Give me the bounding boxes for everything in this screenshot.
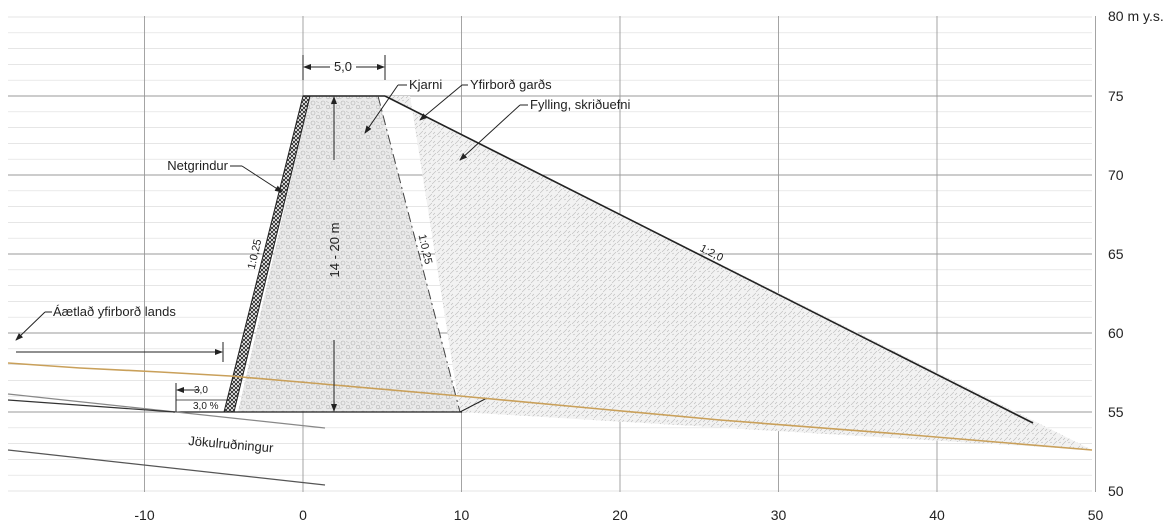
kjarni-leader [364,84,399,134]
core-slope-line [377,95,461,413]
y-tick-label: 60 [1108,325,1124,341]
fylling-leader [459,104,521,161]
netgrindur-label: Netgrindur [167,158,228,173]
kjarni-label: Kjarni [409,77,442,92]
core-zone [238,96,460,412]
moraine-line-2 [7,399,176,413]
toe-line [459,397,488,413]
fylling-label: Fylling, skriðuefni [530,97,631,112]
moraine-line-3 [7,449,326,486]
estimated-ground-line [7,362,1093,451]
yfirbord-gards-label: Yfirborð garðs [470,77,552,92]
y-tick-label: 50 [1108,483,1124,499]
y-axis-ticks: 50 55 60 65 70 75 [1108,88,1124,499]
netgrindur-leader [241,165,283,193]
step-label: 3,0 [194,385,208,396]
height-label: 14 - 20 m [327,223,342,278]
y-tick-label: 65 [1108,246,1124,262]
x-tick-label: 10 [454,507,470,523]
jokul-label: Jökulruðningur [188,433,275,455]
aaetlad-label: Áætlað yfirborð lands [53,304,176,319]
y-tick-label: 75 [1108,88,1124,104]
x-tick-label: -10 [134,507,154,523]
yfirbord-leader [419,84,463,121]
x-tick-label: 50 [1088,507,1104,523]
step-pct-label: 3,0 % [193,401,219,412]
x-tick-label: 40 [929,507,945,523]
x-tick-label: 30 [771,507,787,523]
x-axis-ticks: -10 0 10 20 30 40 50 [134,507,1103,523]
fill-slope-line [384,95,1034,424]
y-tick-label: 55 [1108,404,1124,420]
y-tick-label: 70 [1108,167,1124,183]
y-top-label: 80 m y.s. [1108,8,1164,24]
x-tick-label: 0 [299,507,307,523]
aaetlad-leader [15,311,46,341]
x-tick-label: 20 [612,507,628,523]
crest-width-label: 5,0 [334,59,352,74]
